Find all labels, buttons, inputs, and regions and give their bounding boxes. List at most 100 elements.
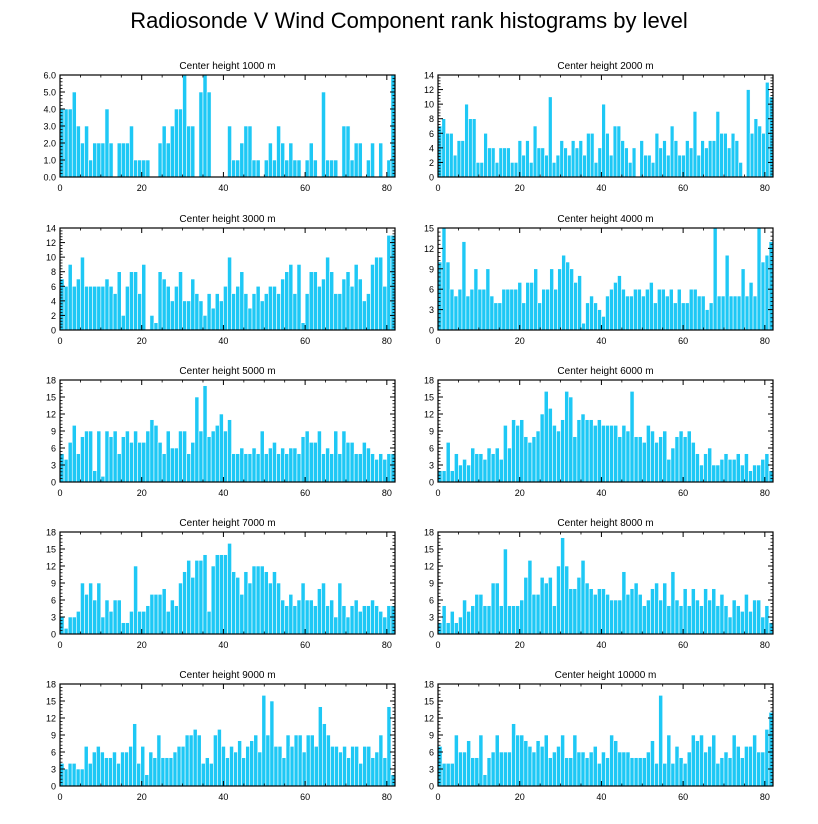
histogram-bar	[441, 470, 447, 483]
histogram-bar	[460, 140, 465, 178]
histogram-bar	[63, 628, 69, 635]
histogram-bar	[588, 751, 594, 787]
x-tick-label: 60	[678, 640, 688, 650]
y-tick-label: 18	[424, 376, 434, 386]
histogram-bar	[633, 757, 639, 787]
histogram-bar	[235, 577, 241, 635]
histogram-bar	[229, 746, 234, 787]
histogram-bar	[192, 729, 198, 787]
histogram-bar	[296, 453, 302, 483]
histogram-bar	[544, 154, 549, 178]
histogram-bar	[461, 241, 467, 331]
histogram-bar	[732, 295, 738, 331]
histogram-bar	[503, 548, 508, 635]
plot-frame	[59, 227, 396, 331]
histogram-bar	[666, 459, 672, 483]
histogram-bar	[728, 295, 734, 331]
histogram-bar	[531, 436, 537, 483]
histogram-bar	[519, 599, 525, 635]
x-tick-label: 40	[596, 640, 606, 650]
histogram-bar	[576, 577, 582, 635]
histogram-bar	[498, 605, 504, 635]
histogram-bar	[613, 599, 619, 635]
histogram-bar	[573, 282, 578, 331]
histogram-bar	[529, 162, 534, 178]
histogram-bar	[657, 288, 662, 331]
histogram-bar	[182, 74, 187, 178]
histogram-bar	[63, 285, 69, 331]
histogram-bar	[313, 746, 319, 787]
histogram-bar	[510, 162, 515, 178]
histogram-bar	[696, 295, 702, 331]
histogram-bar	[707, 447, 713, 483]
histogram-bar	[210, 565, 216, 635]
histogram-bar	[684, 302, 690, 331]
histogram-bar	[670, 447, 676, 483]
histogram-bar	[329, 271, 335, 331]
histogram-bar	[641, 605, 647, 635]
histogram-bar	[337, 293, 343, 331]
histogram-bar	[243, 453, 249, 483]
histogram-bar	[87, 763, 93, 787]
histogram-bar	[174, 447, 179, 483]
x-tick-label: 80	[760, 792, 770, 802]
histogram-bar	[700, 295, 706, 331]
histogram-bar	[378, 453, 384, 483]
histogram-bar	[466, 611, 471, 635]
histogram-bar	[239, 271, 245, 331]
histogram-bar	[304, 293, 310, 331]
histogram-bar	[233, 751, 238, 787]
histogram-bar	[497, 302, 503, 331]
histogram-bar	[382, 757, 388, 787]
histogram-bar	[449, 611, 455, 635]
histogram-bar	[259, 430, 265, 483]
y-tick-label: 12	[424, 562, 434, 572]
histogram-bar	[748, 470, 753, 483]
histogram-bar	[584, 757, 590, 787]
histogram-bar	[239, 594, 245, 635]
histogram-bar	[100, 751, 105, 787]
y-tick-label: 6	[51, 444, 56, 454]
histogram-bar	[749, 132, 755, 178]
x-tick-label: 60	[678, 792, 688, 802]
y-tick-label: 12	[46, 238, 56, 248]
histogram-bar	[84, 594, 89, 635]
histogram-bar	[703, 751, 708, 787]
histogram-bar	[219, 413, 224, 483]
histogram-bar	[67, 442, 73, 483]
panel-title: Center height 3000 m	[179, 214, 275, 225]
histogram-bar	[593, 302, 598, 331]
histogram-bar	[699, 464, 704, 483]
histogram-bar	[474, 757, 480, 787]
histogram-bar	[490, 582, 496, 635]
histogram-bar	[225, 757, 230, 787]
histogram-bar	[120, 622, 126, 635]
y-tick-label: 14	[46, 224, 56, 234]
histogram-bar	[536, 147, 542, 178]
histogram-bar	[478, 453, 484, 483]
histogram-bar	[341, 430, 347, 483]
histogram-bar	[669, 288, 674, 331]
histogram-bar	[188, 734, 194, 787]
histogram-bar	[620, 140, 625, 178]
histogram-bar	[206, 91, 212, 178]
histogram-bar	[731, 599, 737, 635]
histogram-bar	[586, 132, 591, 178]
histogram-bar	[76, 278, 81, 331]
y-tick-label: 4	[51, 296, 56, 306]
panel-title: Center height 9000 m	[179, 670, 275, 681]
histogram-bar	[330, 746, 335, 787]
histogram-bar	[296, 159, 302, 178]
histogram-bar	[190, 577, 196, 635]
histogram-bar	[458, 464, 463, 483]
histogram-bar	[511, 605, 516, 635]
histogram-bar	[685, 140, 690, 178]
x-tick-label: 60	[300, 792, 310, 802]
histogram-bar	[353, 264, 359, 331]
histogram-bar	[325, 159, 330, 178]
histogram-bar	[670, 571, 676, 635]
histogram-bar	[601, 425, 606, 483]
panel-title: Center height 1000 m	[179, 61, 275, 72]
histogram-bar	[475, 162, 481, 178]
histogram-bar	[180, 746, 186, 787]
